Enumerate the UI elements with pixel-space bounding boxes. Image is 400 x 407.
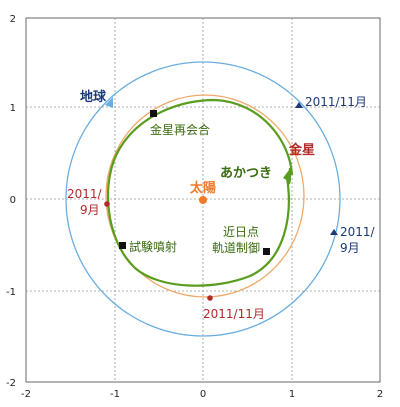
venus-sep-label-line1: 2011/ [67, 187, 103, 201]
y-tick-label: 1 [10, 103, 16, 114]
earth-sep-label-line1: 2011/ [340, 225, 376, 239]
perihelion-label-line2: 軌道制御 [212, 240, 260, 255]
venus-sep-label-line2: 9月 [80, 203, 100, 217]
earth-arrow-icon [105, 97, 113, 108]
earth-marker-triangle-icon [330, 229, 338, 235]
venus-marker-dot-icon [104, 201, 110, 207]
y-tick-label: 2 [10, 14, 16, 25]
x-tick-label: 2 [377, 389, 383, 400]
perihelion-label-line1: 近日点 [223, 225, 259, 239]
venus-arrow-icon [290, 146, 298, 156]
test-burn-square-icon [119, 242, 126, 249]
earth-orbit [65, 61, 341, 337]
x-tick-label: 0 [200, 389, 206, 400]
akatsuki-trajectory [106, 98, 294, 287]
y-tick-labels: 2 1 0 -1 -2 [6, 14, 16, 389]
earth-label: 地球 [80, 89, 107, 105]
earth-marker-triangle-icon [295, 102, 303, 108]
y-tick-label: -1 [6, 287, 16, 298]
test-burn-label: 試験噴射 [129, 239, 177, 254]
x-tick-labels: -2 -1 0 1 2 [21, 389, 383, 400]
akatsuki-arrow-icon [283, 170, 290, 182]
akatsuki-label: あかつき [220, 166, 272, 181]
venus-nov-label: 2011/11月 [203, 307, 265, 321]
perihelion-square-icon [263, 248, 270, 255]
x-tick-label: 1 [289, 389, 295, 400]
venus-label: 金星 [288, 142, 315, 158]
x-tick-label: -2 [21, 389, 31, 400]
earth-nov-label: 2011/11月 [305, 95, 367, 109]
venus-reunion-label: 金星再会合 [150, 122, 210, 137]
y-tick-label: -2 [6, 378, 16, 389]
sun-icon [199, 196, 207, 204]
y-tick-label: 0 [10, 195, 16, 206]
venus-reunion-square-icon [150, 110, 157, 117]
sun-label: 太陽 [189, 180, 216, 196]
venus-orbit [105, 94, 305, 298]
venus-marker-dot-icon [207, 295, 213, 301]
x-tick-label: -1 [110, 389, 120, 400]
earth-sep-label-line2: 9月 [340, 241, 360, 255]
